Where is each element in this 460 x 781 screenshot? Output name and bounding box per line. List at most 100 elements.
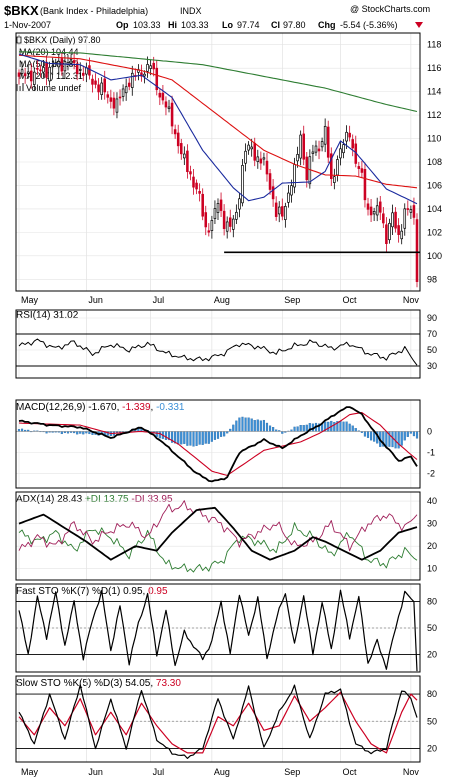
slow-sto-panel-frame bbox=[15, 675, 421, 763]
candle-body bbox=[259, 158, 263, 164]
candle-body bbox=[152, 62, 155, 70]
macd-histogram-bar bbox=[183, 431, 186, 444]
adx-axis-tick: 20 bbox=[427, 541, 437, 551]
candle-body bbox=[342, 144, 345, 154]
candle-body bbox=[369, 206, 373, 216]
slow-sto-axis-tick: 20 bbox=[427, 743, 437, 753]
svg-text:Slow STO %K(5) %D(3) 54.: Slow STO %K(5) %D(3) 54.05, 73.30 bbox=[16, 678, 181, 689]
bottom-month-label: Sep bbox=[284, 767, 300, 777]
candle-body bbox=[320, 141, 324, 148]
candle-body bbox=[106, 94, 110, 98]
candle-body bbox=[351, 139, 354, 149]
macd-axis-tick: 0 bbox=[427, 426, 432, 436]
open-value: 103.33 bbox=[133, 20, 161, 30]
candle-body bbox=[97, 84, 100, 93]
macd-histogram-bar bbox=[366, 431, 370, 438]
low-value: 97.74 bbox=[237, 20, 260, 30]
macd-signal-line bbox=[18, 412, 418, 476]
candle-body bbox=[29, 70, 33, 82]
macd-histogram-bar bbox=[210, 431, 213, 442]
macd-histogram-bar bbox=[235, 420, 238, 432]
candle-body bbox=[45, 63, 48, 78]
macd-histogram-bar bbox=[409, 431, 412, 434]
macd-histogram-bar bbox=[333, 421, 336, 432]
fast-sto-axis-tick: 20 bbox=[427, 649, 437, 659]
candle-body bbox=[326, 126, 330, 158]
price-axis-tick: 114 bbox=[427, 87, 441, 97]
fast-sto-title: Fast STO %K(7) %D(1) 0.95, 0.95 bbox=[16, 586, 168, 597]
candle-body bbox=[360, 168, 364, 173]
macd-histogram-bar bbox=[397, 431, 400, 449]
adx-axis-tick: 30 bbox=[427, 519, 437, 529]
macd-histogram-bar bbox=[327, 421, 330, 432]
month-label: Sep bbox=[284, 295, 300, 305]
candle-body bbox=[388, 222, 391, 241]
open-label: Op bbox=[116, 20, 129, 30]
macd-histogram-bar bbox=[79, 431, 82, 434]
adx-panel-frame bbox=[15, 491, 421, 581]
month-label: Nov bbox=[403, 295, 420, 305]
candle-body bbox=[397, 225, 400, 235]
candle-body bbox=[17, 72, 21, 77]
candle-body bbox=[26, 71, 30, 74]
candle-body bbox=[314, 145, 318, 153]
macd-histogram-bar bbox=[281, 431, 284, 434]
fast-sto-k-line bbox=[18, 589, 418, 672]
volume-legend: Volume undef bbox=[26, 83, 82, 93]
macd-line bbox=[18, 406, 418, 483]
macd-histogram-bar bbox=[219, 431, 223, 437]
exchange: INDX bbox=[180, 6, 202, 16]
macd-histogram-bar bbox=[412, 431, 416, 437]
fast-sto-panel-frame bbox=[15, 583, 421, 673]
candle-body bbox=[78, 69, 82, 71]
macd-histogram-bar bbox=[363, 431, 367, 437]
slow-sto-d-value: 73.30 bbox=[156, 678, 181, 689]
candle-body bbox=[277, 206, 281, 215]
candle-body bbox=[247, 144, 250, 151]
plus-di-value: 13.75 bbox=[104, 494, 129, 505]
price-axis-tick: 100 bbox=[427, 251, 442, 261]
rsi-title-text: RSI(14) 31.02 bbox=[16, 310, 79, 321]
price-axis-tick: 112 bbox=[427, 110, 441, 120]
macd-histogram-bar bbox=[229, 428, 232, 432]
price-axis-tick: 110 bbox=[427, 134, 441, 144]
candle-body bbox=[228, 217, 232, 227]
slow-sto-title: Slow STO %K(5) %D(3) 54.05, 73.30 bbox=[16, 678, 181, 689]
macd-histogram-bar bbox=[370, 431, 373, 441]
low-label: Lo bbox=[222, 20, 233, 30]
macd-histogram-bar bbox=[299, 424, 302, 432]
macd-histogram-bar bbox=[244, 417, 247, 432]
candle-body bbox=[72, 60, 76, 63]
candle-body bbox=[121, 88, 125, 97]
candle-body bbox=[256, 156, 260, 162]
candle-body bbox=[333, 176, 336, 183]
candle-body bbox=[323, 125, 327, 145]
macd-title: MACD(12,26,9) -1.670, -1.339, -0.331 bbox=[16, 402, 185, 413]
adx-axis-tick: 40 bbox=[427, 496, 437, 506]
macd-histogram-bar bbox=[198, 431, 201, 445]
macd-histogram-bar bbox=[354, 428, 357, 432]
adx-line bbox=[18, 506, 418, 561]
macd-histogram-bar bbox=[88, 431, 91, 435]
macd-histogram-bar bbox=[192, 431, 195, 447]
macd-histogram-bar bbox=[241, 416, 244, 432]
rsi-axis-tick: 50 bbox=[427, 345, 437, 355]
macd-histogram-bar bbox=[272, 427, 275, 432]
candle-body bbox=[112, 97, 116, 109]
candle-body bbox=[284, 205, 287, 220]
candle-body bbox=[60, 58, 64, 72]
svg-text:MACD(12,26,9) -1.670, -1: MACD(12,26,9) -1.670, -1.339, -0.331 bbox=[16, 402, 185, 413]
macd-histogram-bar bbox=[158, 431, 161, 439]
fast-sto-panel: 20 50 80 bbox=[16, 584, 437, 672]
high-value: 103.33 bbox=[181, 20, 209, 30]
quote-date: 1-Nov-2007 bbox=[4, 20, 51, 30]
slow-sto-panel: 20 50 80 May Jun Jul Aug Sep Oct Nov bbox=[16, 676, 437, 777]
candle-body bbox=[127, 82, 131, 87]
minus-di-label: -DI bbox=[131, 494, 144, 505]
macd-histogram-bar bbox=[247, 417, 250, 432]
rsi-line bbox=[18, 338, 418, 366]
candle-body bbox=[378, 201, 382, 213]
bottom-month-label: Oct bbox=[342, 767, 357, 777]
plus-di-line bbox=[18, 522, 418, 573]
histogram-value: -0.331 bbox=[156, 402, 185, 413]
